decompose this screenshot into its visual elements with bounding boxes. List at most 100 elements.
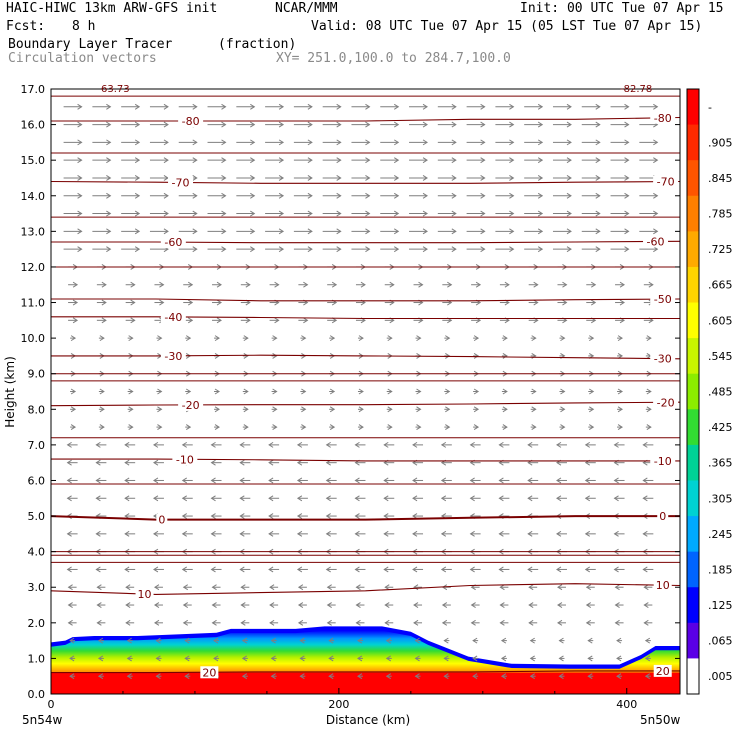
y-axis-title: Height (km) bbox=[3, 356, 17, 427]
vector-head bbox=[268, 513, 274, 519]
vector-head bbox=[307, 192, 313, 199]
vector-head bbox=[365, 246, 371, 253]
vector-head bbox=[336, 139, 342, 146]
vector-head bbox=[210, 459, 216, 466]
vector-head bbox=[385, 673, 392, 680]
vector-head bbox=[527, 530, 533, 537]
vector-head bbox=[528, 602, 534, 608]
vector-head bbox=[648, 281, 654, 288]
vector-head bbox=[587, 637, 593, 644]
vector-head bbox=[70, 388, 77, 395]
vector-head bbox=[272, 424, 278, 431]
y-tick-label: 11.0 bbox=[21, 297, 46, 310]
y-tick-label: 13.0 bbox=[21, 225, 46, 238]
vector-head bbox=[498, 530, 504, 537]
vector-head bbox=[644, 637, 651, 644]
vector-head bbox=[77, 210, 83, 217]
vector-head bbox=[393, 103, 400, 110]
vector-head bbox=[216, 299, 222, 306]
vector-head bbox=[509, 175, 515, 181]
vector-head bbox=[181, 441, 188, 448]
vector-head bbox=[416, 335, 422, 342]
vector-head bbox=[527, 477, 533, 484]
vector-head bbox=[163, 121, 169, 128]
contour-line bbox=[51, 298, 681, 302]
vector-head bbox=[268, 477, 274, 484]
vector-head bbox=[537, 175, 544, 181]
vector-head bbox=[384, 584, 390, 591]
vector-head bbox=[509, 246, 515, 253]
contour-label: -70 bbox=[172, 176, 190, 189]
vector-head bbox=[451, 192, 457, 199]
vector-head bbox=[211, 584, 217, 591]
vector-head bbox=[101, 281, 107, 288]
vector-head bbox=[328, 637, 334, 644]
vector-head bbox=[422, 246, 428, 253]
vector-head bbox=[163, 192, 169, 199]
vector-head bbox=[124, 495, 130, 502]
vector-head bbox=[243, 424, 249, 431]
vector-head bbox=[163, 175, 169, 181]
vector-head bbox=[653, 139, 659, 146]
contour-line bbox=[51, 116, 681, 122]
vector-head bbox=[192, 139, 198, 146]
vector-head bbox=[269, 584, 275, 591]
vector-head bbox=[95, 495, 101, 502]
contour-line bbox=[51, 240, 681, 244]
vector-head bbox=[642, 441, 648, 448]
vector-head bbox=[588, 335, 595, 342]
vector-head bbox=[393, 175, 400, 181]
vector-head bbox=[67, 584, 73, 591]
vector-head bbox=[325, 513, 331, 519]
vector-head bbox=[181, 513, 188, 519]
colorbar-label: .365 bbox=[708, 457, 733, 470]
vector-head bbox=[185, 388, 192, 395]
vector-head bbox=[393, 246, 400, 253]
forecast-label: Fcst: bbox=[6, 19, 46, 34]
vector-head bbox=[216, 317, 222, 324]
vector-head bbox=[445, 424, 451, 431]
y-tick-label: 4.0 bbox=[28, 546, 46, 559]
vector-head bbox=[643, 602, 649, 608]
vector-head bbox=[469, 566, 475, 573]
vector-head bbox=[240, 584, 246, 591]
vector-head bbox=[587, 673, 593, 680]
colorbar-swatch bbox=[687, 622, 699, 659]
vector-head bbox=[480, 103, 486, 110]
vector-head bbox=[67, 619, 73, 626]
vector-head bbox=[529, 637, 535, 644]
vector-head bbox=[585, 602, 592, 608]
vector-head bbox=[595, 157, 601, 164]
vector-head bbox=[354, 441, 360, 448]
vector-head bbox=[557, 619, 563, 626]
vector-head bbox=[451, 103, 457, 110]
vector-head bbox=[184, 655, 190, 662]
vector-head bbox=[646, 424, 652, 431]
vector-head bbox=[77, 103, 83, 110]
vector-head bbox=[95, 530, 101, 537]
vector-head bbox=[70, 424, 77, 431]
vector-head bbox=[243, 388, 249, 395]
contour-label-bg bbox=[160, 236, 186, 249]
vector-head bbox=[77, 121, 83, 128]
vector-head bbox=[210, 530, 216, 537]
vector-head bbox=[134, 246, 141, 253]
vector-head bbox=[383, 441, 389, 448]
vector-head bbox=[214, 406, 220, 413]
vector-head bbox=[617, 388, 623, 395]
vector-head bbox=[296, 530, 303, 537]
vector-head bbox=[383, 495, 389, 502]
vector-head bbox=[221, 121, 227, 128]
vector-head bbox=[95, 477, 101, 484]
vector-head bbox=[653, 157, 659, 164]
vector-head bbox=[181, 530, 188, 537]
vector-head bbox=[445, 388, 451, 395]
vector-head bbox=[192, 210, 198, 217]
colorbar-swatch bbox=[687, 302, 699, 339]
vector-head bbox=[268, 495, 274, 502]
vector-head bbox=[163, 103, 169, 110]
vector-head bbox=[595, 121, 601, 128]
colorbar-label: .725 bbox=[708, 243, 733, 256]
vector-head bbox=[412, 495, 418, 502]
